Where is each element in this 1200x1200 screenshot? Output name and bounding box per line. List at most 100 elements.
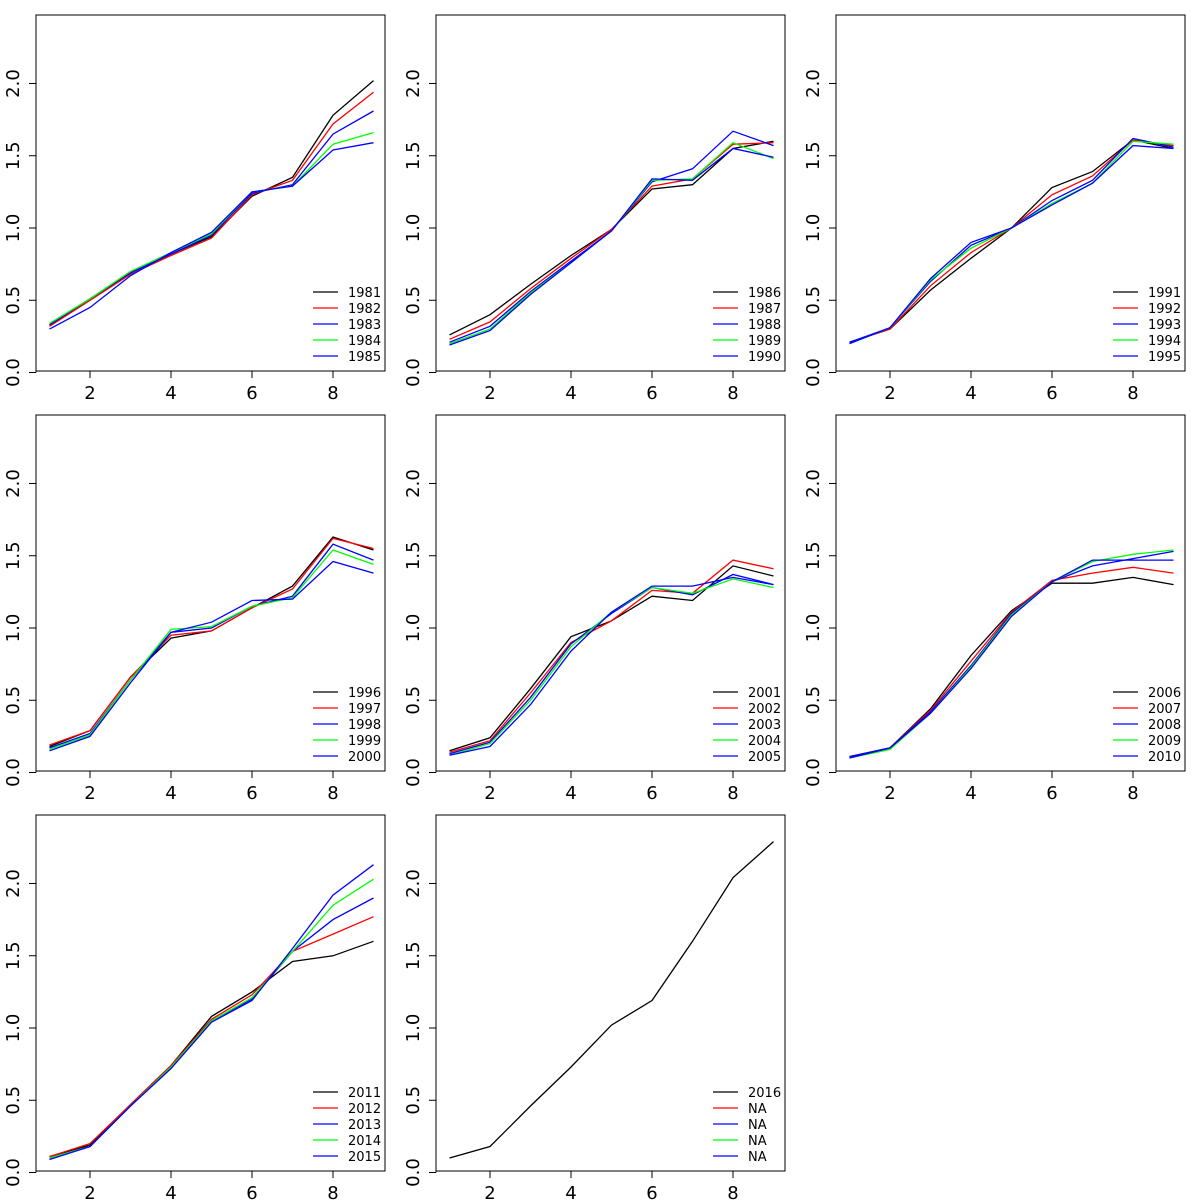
legend-label: 1992 (1148, 302, 1181, 317)
plot-frame (35, 814, 386, 1172)
legend-label: NA (748, 1134, 767, 1149)
x-tick-label: 6 (1046, 783, 1057, 804)
legend-label: 2004 (748, 734, 781, 749)
y-tick-label: 1.5 (403, 941, 424, 970)
series-line-1997 (49, 537, 374, 746)
x-tick-label: 8 (327, 1183, 338, 1200)
x-tick-label: 6 (246, 783, 257, 804)
x-tick-label: 2 (884, 383, 895, 404)
legend-label: 2016 (748, 1086, 781, 1101)
y-tick-label: 1.0 (803, 214, 824, 243)
legend-label: 1991 (1148, 286, 1181, 301)
series-line-1995 (849, 144, 1174, 345)
series-line-2005 (449, 576, 774, 756)
y-tick-label: 0.0 (3, 758, 24, 787)
y-tick-label: 2.0 (403, 869, 424, 898)
series-line-1990 (449, 147, 774, 346)
legend-label: 1994 (1148, 334, 1181, 349)
legend-label: NA (748, 1150, 767, 1165)
legend-label: 2002 (748, 702, 781, 717)
legend-label: 2009 (1148, 734, 1181, 749)
legend-label: 1990 (748, 350, 781, 365)
series-line-1998 (49, 543, 374, 749)
y-tick-label: 1.0 (3, 214, 24, 243)
legend-label: 2010 (1148, 750, 1181, 765)
x-tick-label: 2 (84, 1183, 95, 1200)
x-tick-label: 8 (327, 783, 338, 804)
legend-label: NA (748, 1118, 767, 1133)
series-line-2002 (449, 559, 774, 753)
legend-label: 2005 (748, 750, 781, 765)
legend-label: 1993 (1148, 318, 1181, 333)
x-tick-label: 4 (565, 1183, 576, 1200)
x-tick-label: 6 (646, 1183, 657, 1200)
y-tick-label: 0.0 (403, 1158, 424, 1187)
series-line-1985 (49, 142, 374, 330)
y-tick-label: 0.0 (403, 358, 424, 387)
y-tick-label: 1.5 (3, 541, 24, 570)
y-tick-label: 0.5 (803, 686, 824, 715)
series-line-2008 (849, 550, 1174, 758)
legend-label: 1983 (348, 318, 381, 333)
plot-frame (435, 414, 786, 772)
x-tick-label: 2 (484, 383, 495, 404)
x-tick-label: 8 (1127, 383, 1138, 404)
legend-label: 2001 (748, 686, 781, 701)
legend-label: NA (748, 1102, 767, 1117)
series-line-2001 (449, 565, 774, 752)
series-line-2011 (49, 940, 374, 1158)
plot-frame (35, 14, 386, 372)
series-line-2016 (449, 841, 774, 1159)
legend-label: 1982 (348, 302, 381, 317)
y-tick-label: 1.5 (803, 141, 824, 170)
x-tick-label: 8 (327, 383, 338, 404)
series-line-2015 (49, 864, 374, 1161)
plot-frame (835, 414, 1186, 772)
legend-label: 1988 (748, 318, 781, 333)
series-line-2012 (49, 916, 374, 1158)
y-tick-label: 0.0 (403, 758, 424, 787)
x-tick-label: 4 (165, 383, 176, 404)
x-tick-label: 6 (646, 383, 657, 404)
y-tick-label: 2.0 (3, 69, 24, 98)
legend-label: 2007 (1148, 702, 1181, 717)
series-line-1999 (49, 549, 374, 751)
y-tick-label: 2.0 (803, 469, 824, 498)
y-tick-label: 2.0 (3, 469, 24, 498)
x-tick-label: 8 (727, 383, 738, 404)
x-tick-label: 2 (884, 783, 895, 804)
x-tick-label: 6 (1046, 383, 1057, 404)
series-line-1984 (49, 131, 374, 324)
legend-label: 1981 (348, 286, 381, 301)
y-tick-label: 0.5 (403, 286, 424, 315)
y-tick-label: 0.5 (803, 286, 824, 315)
legend-label: 1986 (748, 286, 781, 301)
legend-label: 2003 (748, 718, 781, 733)
y-tick-label: 1.5 (803, 541, 824, 570)
y-tick-label: 1.0 (3, 614, 24, 643)
y-tick-label: 0.5 (403, 1086, 424, 1115)
y-tick-label: 0.5 (403, 686, 424, 715)
y-tick-label: 0.0 (3, 358, 24, 387)
series-line-1989 (449, 141, 774, 345)
x-tick-label: 2 (484, 783, 495, 804)
series-line-1986 (449, 140, 774, 336)
series-line-2006 (849, 576, 1174, 758)
y-tick-label: 2.0 (3, 869, 24, 898)
series-line-1992 (849, 139, 1174, 343)
x-tick-label: 4 (965, 383, 976, 404)
series-line-2003 (449, 573, 774, 755)
legend-label: 2014 (348, 1134, 381, 1149)
plot-frame (35, 414, 386, 772)
y-tick-label: 1.0 (403, 1014, 424, 1043)
